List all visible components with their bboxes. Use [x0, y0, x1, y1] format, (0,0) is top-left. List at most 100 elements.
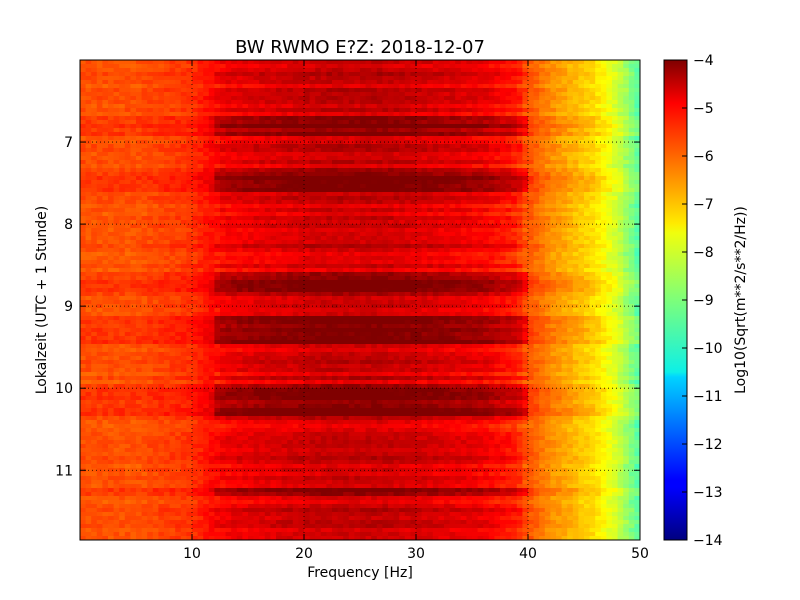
heatmap-cell — [449, 164, 456, 169]
heatmap-cell — [427, 140, 434, 145]
heatmap-cell — [460, 196, 467, 201]
heatmap-cell — [164, 104, 170, 109]
heatmap-cell — [528, 76, 534, 81]
heatmap-cell — [108, 228, 114, 233]
heatmap-cell — [298, 248, 305, 253]
heatmap-cell — [505, 148, 512, 153]
heatmap-cell — [455, 168, 462, 173]
heatmap-cell — [365, 236, 372, 241]
heatmap-cell — [96, 244, 103, 249]
heatmap-cell — [365, 180, 372, 185]
heatmap-cell — [561, 160, 568, 165]
heatmap-cell — [208, 164, 215, 169]
heatmap-cell — [455, 188, 462, 193]
heatmap-cell — [455, 256, 462, 261]
heatmap-cell — [388, 68, 394, 73]
heatmap-cell — [477, 228, 484, 233]
heatmap-cell — [539, 248, 546, 253]
heatmap-cell — [550, 152, 557, 157]
heatmap-cell — [550, 108, 557, 113]
heatmap-cell — [533, 88, 540, 93]
heatmap-cell — [628, 128, 635, 133]
heatmap-cell — [376, 212, 383, 217]
heatmap-cell — [589, 68, 596, 73]
heatmap-cell — [326, 112, 333, 117]
heatmap-cell — [343, 60, 350, 65]
heatmap-cell — [421, 220, 428, 225]
heatmap-cell — [628, 224, 635, 229]
heatmap-cell — [276, 232, 282, 237]
heatmap-cell — [500, 72, 506, 77]
heatmap-cell — [360, 244, 366, 249]
heatmap-cell — [444, 68, 450, 73]
heatmap-cell — [505, 208, 512, 213]
heatmap-cell — [399, 228, 406, 233]
heatmap-cell — [455, 180, 462, 185]
heatmap-cell — [460, 124, 467, 129]
heatmap-cell — [483, 88, 490, 93]
heatmap-cell — [511, 176, 518, 181]
heatmap-cell — [108, 152, 114, 157]
heatmap-cell — [270, 96, 277, 101]
heatmap-cell — [136, 168, 142, 173]
heatmap-cell — [315, 220, 322, 225]
heatmap-cell — [119, 132, 126, 137]
heatmap-cell — [315, 228, 322, 233]
heatmap-cell — [315, 88, 322, 93]
heatmap-cell — [298, 240, 305, 245]
heatmap-cell — [449, 60, 456, 65]
heatmap-cell — [494, 244, 501, 249]
heatmap-cell — [460, 208, 467, 213]
heatmap-cell — [91, 252, 98, 257]
heatmap-cell — [197, 176, 204, 181]
heatmap-cell — [164, 248, 170, 253]
heatmap-cell — [264, 88, 271, 93]
heatmap-cell — [455, 204, 462, 209]
heatmap-cell — [550, 92, 557, 97]
heatmap-cell — [438, 140, 445, 145]
heatmap-cell — [393, 200, 400, 205]
heatmap-cell — [287, 212, 294, 217]
heatmap-cell — [332, 248, 338, 253]
heatmap-cell — [253, 64, 260, 69]
heatmap-cell — [124, 160, 131, 165]
heatmap-cell — [242, 92, 249, 97]
heatmap-cell — [449, 172, 456, 177]
heatmap-cell — [393, 108, 400, 113]
heatmap-cell — [438, 248, 445, 253]
heatmap-cell — [141, 116, 148, 121]
heatmap-cell — [449, 176, 456, 181]
heatmap-cell — [225, 124, 232, 129]
heatmap-cell — [421, 232, 428, 237]
heatmap-cell — [371, 192, 378, 197]
heatmap-cell — [376, 224, 383, 229]
heatmap-cell — [326, 196, 333, 201]
heatmap-cell — [175, 112, 182, 117]
heatmap-cell — [326, 248, 333, 253]
heatmap-cell — [455, 216, 462, 221]
heatmap-cell — [511, 208, 518, 213]
heatmap-cell — [208, 248, 215, 253]
heatmap-cell — [556, 200, 562, 205]
heatmap-cell — [119, 84, 126, 89]
spectrogram-heatmap — [80, 60, 640, 540]
heatmap-cell — [281, 196, 288, 201]
heatmap-cell — [567, 248, 574, 253]
heatmap-cell — [561, 172, 568, 177]
heatmap-cell — [180, 212, 187, 217]
heatmap-cell — [220, 116, 226, 121]
heatmap-cell — [617, 112, 624, 117]
heatmap-cell — [203, 196, 210, 201]
heatmap-cell — [270, 176, 277, 181]
heatmap-cell — [460, 200, 467, 205]
heatmap-cell — [516, 204, 523, 209]
heatmap-cell — [628, 220, 635, 225]
heatmap-cell — [539, 180, 546, 185]
heatmap-cell — [500, 176, 506, 181]
heatmap-cell — [466, 212, 473, 217]
heatmap-cell — [203, 248, 210, 253]
heatmap-cell — [550, 236, 557, 241]
heatmap-cell — [136, 164, 142, 169]
heatmap-cell — [617, 76, 624, 81]
heatmap-cell — [136, 216, 142, 221]
